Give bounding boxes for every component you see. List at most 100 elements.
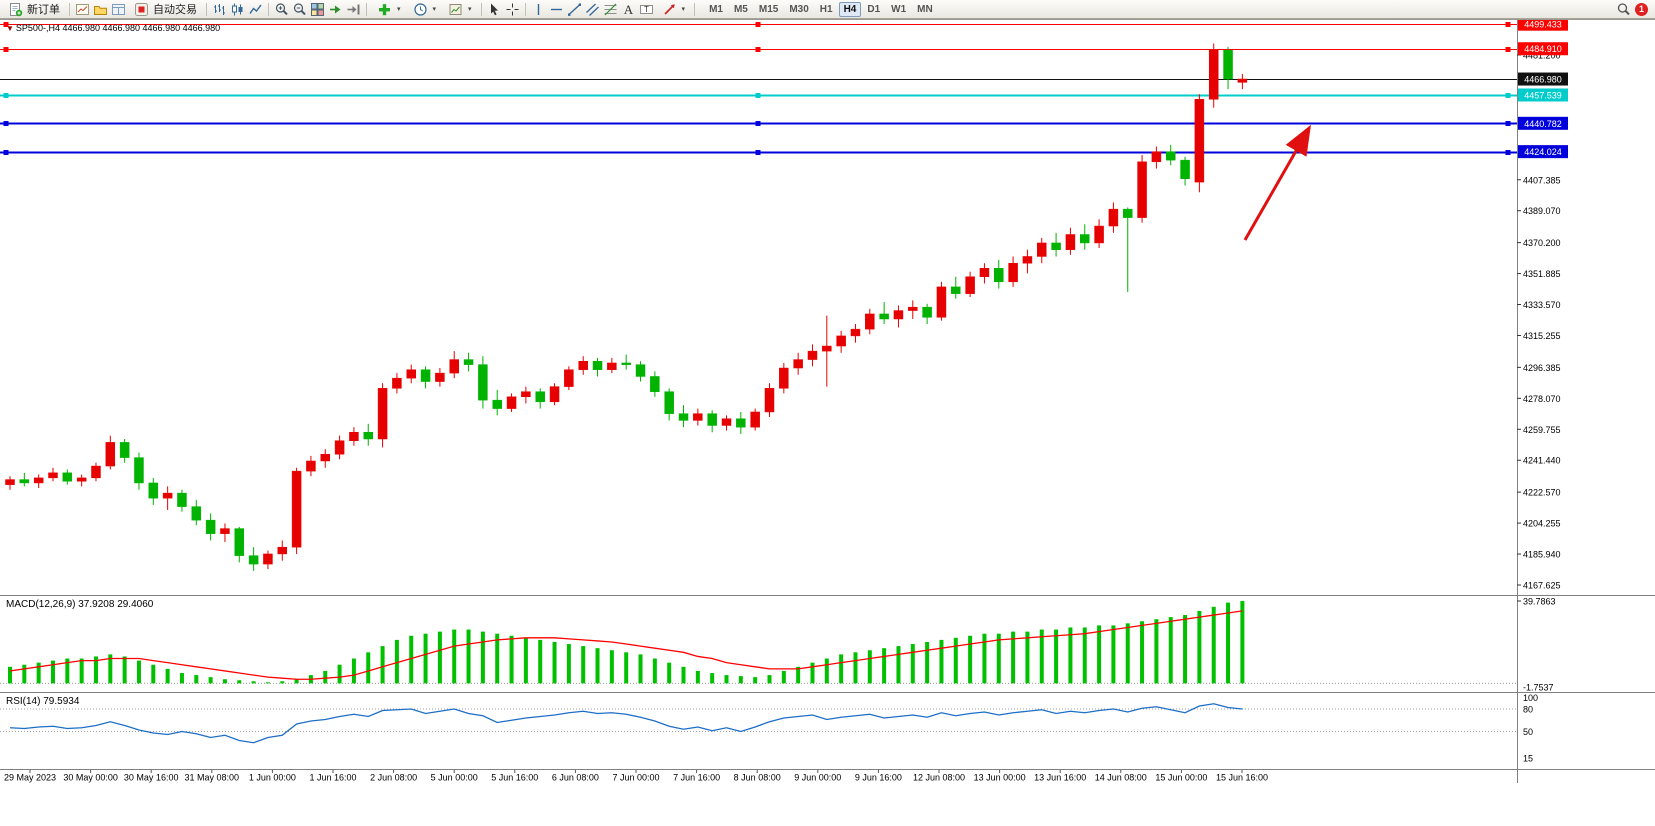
chart-shift-icon[interactable] xyxy=(345,1,362,17)
timeframe-m15[interactable]: M15 xyxy=(758,3,779,15)
svg-text:4466.980: 4466.980 xyxy=(1524,75,1562,85)
trend-arrow-annotation[interactable] xyxy=(1243,124,1311,241)
svg-text:12 Jun 08:00: 12 Jun 08:00 xyxy=(913,773,965,783)
time-axis[interactable]: 29 May 2023 30 May 00:00 30 May 16:00 31 Ma… xyxy=(4,770,1268,783)
svg-text:4167.625: 4167.625 xyxy=(1523,580,1561,590)
templates-button[interactable]: ▾ xyxy=(442,1,477,18)
macd-name: MACD(12,26,9) xyxy=(6,599,76,610)
svg-text:4457.539: 4457.539 xyxy=(1524,90,1562,100)
autotrading-button[interactable]: 自动交易 xyxy=(128,1,202,18)
price-axis[interactable]: 4481.200 4407.385 4389.070 4370.200 4351.885… xyxy=(1517,17,1655,826)
svg-text:100: 100 xyxy=(1523,693,1538,703)
support-line-blue-upper[interactable] xyxy=(0,121,1517,126)
svg-text:4424.024: 4424.024 xyxy=(1524,147,1562,157)
data-window-icon[interactable] xyxy=(110,1,127,17)
timeframe-m1[interactable]: M1 xyxy=(709,3,723,15)
svg-text:39.7863: 39.7863 xyxy=(1523,597,1556,607)
svg-text:7 Jun 00:00: 7 Jun 00:00 xyxy=(612,773,659,783)
vertical-line-icon[interactable] xyxy=(530,1,547,17)
timeframe-m30[interactable]: M30 xyxy=(789,3,809,15)
svg-text:13 Jun 00:00: 13 Jun 00:00 xyxy=(974,773,1026,783)
autotrading-icon xyxy=(133,1,150,17)
search-icon[interactable] xyxy=(1615,1,1632,17)
svg-text:4389.070: 4389.070 xyxy=(1523,206,1561,216)
symbol-dropdown-icon[interactable]: ▼ xyxy=(6,24,14,33)
new-order-button[interactable]: 新订单 xyxy=(2,1,65,18)
bar-chart-icon[interactable] xyxy=(211,1,228,17)
new-order-icon xyxy=(7,1,24,17)
svg-text:4440.782: 4440.782 xyxy=(1524,119,1562,129)
svg-text:4222.570: 4222.570 xyxy=(1523,488,1561,498)
svg-text:14 Jun 08:00: 14 Jun 08:00 xyxy=(1095,773,1147,783)
svg-text:4185.940: 4185.940 xyxy=(1523,550,1561,560)
timeframe-h4[interactable]: H4 xyxy=(838,1,862,17)
svg-text:29 May 2023: 29 May 2023 xyxy=(4,773,56,783)
svg-text:8 Jun 08:00: 8 Jun 08:00 xyxy=(734,773,781,783)
toolbar-separator xyxy=(69,2,70,16)
svg-text:31 May 08:00: 31 May 08:00 xyxy=(185,773,240,783)
timeframe-w1[interactable]: W1 xyxy=(891,3,907,15)
template-icon xyxy=(447,1,464,17)
svg-text:50: 50 xyxy=(1523,727,1533,737)
svg-text:9 Jun 16:00: 9 Jun 16:00 xyxy=(855,773,902,783)
timeframe-m5[interactable]: M5 xyxy=(733,3,748,15)
svg-text:4259.755: 4259.755 xyxy=(1523,425,1561,435)
rsi-panel[interactable] xyxy=(0,703,1517,744)
fibonacci-icon[interactable] xyxy=(602,1,619,17)
timeframe-h1[interactable]: H1 xyxy=(819,3,833,15)
svg-text:4315.255: 4315.255 xyxy=(1523,331,1561,341)
svg-text:5 Jun 16:00: 5 Jun 16:00 xyxy=(491,773,538,783)
support-line-cyan[interactable] xyxy=(0,93,1517,98)
periods-button[interactable]: ▾ xyxy=(407,1,442,18)
zoom-in-icon[interactable] xyxy=(273,1,290,17)
zoom-out-icon[interactable] xyxy=(291,1,308,17)
channel-icon[interactable] xyxy=(584,1,601,17)
text-icon[interactable]: A xyxy=(620,1,637,17)
line-chart-icon[interactable] xyxy=(247,1,264,17)
auto-scroll-icon[interactable] xyxy=(327,1,344,17)
text-label-icon[interactable]: T xyxy=(638,1,655,17)
svg-text:4484.910: 4484.910 xyxy=(1524,44,1562,54)
chart-background[interactable] xyxy=(0,19,1655,826)
new-order-label: 新订单 xyxy=(27,4,60,16)
svg-text:9 Jun 00:00: 9 Jun 00:00 xyxy=(794,773,841,783)
resistance-line-lower[interactable] xyxy=(0,47,1517,52)
resistance-line-upper[interactable] xyxy=(0,22,1517,27)
svg-text:-1.7537: -1.7537 xyxy=(1523,683,1554,693)
toolbar-separator xyxy=(268,2,269,16)
horizontal-line-icon[interactable] xyxy=(548,1,565,17)
new-chart-icon[interactable] xyxy=(74,1,91,17)
macd-panel[interactable] xyxy=(0,600,1517,684)
timeframe-d1[interactable]: D1 xyxy=(867,3,881,15)
svg-text:4333.570: 4333.570 xyxy=(1523,300,1561,310)
arrows-button[interactable]: ▾ xyxy=(656,1,691,18)
svg-text:30 May 00:00: 30 May 00:00 xyxy=(63,773,118,783)
chart-title: ▼ SP500-,H4 4466.980 4466.980 4466.980 44… xyxy=(6,23,220,33)
support-line-blue-lower[interactable] xyxy=(0,150,1517,155)
toolbar-separator xyxy=(694,2,696,16)
toolbar: 新订单 自动交易 ▾ ▾ ▾ A T xyxy=(0,0,1655,19)
indicators-button[interactable]: ▾ xyxy=(371,1,406,18)
svg-text:5 Jun 00:00: 5 Jun 00:00 xyxy=(431,773,478,783)
svg-text:T: T xyxy=(644,5,649,14)
autotrading-label: 自动交易 xyxy=(153,4,197,16)
candlestick-chart-icon[interactable] xyxy=(229,1,246,17)
svg-text:1 Jun 00:00: 1 Jun 00:00 xyxy=(249,773,296,783)
svg-text:A: A xyxy=(623,2,633,17)
tile-windows-icon[interactable] xyxy=(309,1,326,17)
crosshair-icon[interactable] xyxy=(504,1,521,17)
notification-badge[interactable]: 1 xyxy=(1635,2,1648,16)
svg-text:4241.440: 4241.440 xyxy=(1523,456,1561,466)
svg-text:30 May 16:00: 30 May 16:00 xyxy=(124,773,179,783)
cursor-icon[interactable] xyxy=(486,1,503,17)
macd-main-value: 37.9208 xyxy=(78,599,115,610)
timeframe-mn[interactable]: MN xyxy=(917,3,933,15)
chevron-down-icon: ▾ xyxy=(468,6,472,13)
symbol-period-label: SP500-,H4 xyxy=(15,23,60,33)
trendline-icon[interactable] xyxy=(566,1,583,17)
ohlc-values: 4466.980 4466.980 4466.980 4466.980 xyxy=(62,23,221,33)
rsi-value: 79.5934 xyxy=(43,696,80,707)
profiles-icon[interactable] xyxy=(92,1,109,17)
